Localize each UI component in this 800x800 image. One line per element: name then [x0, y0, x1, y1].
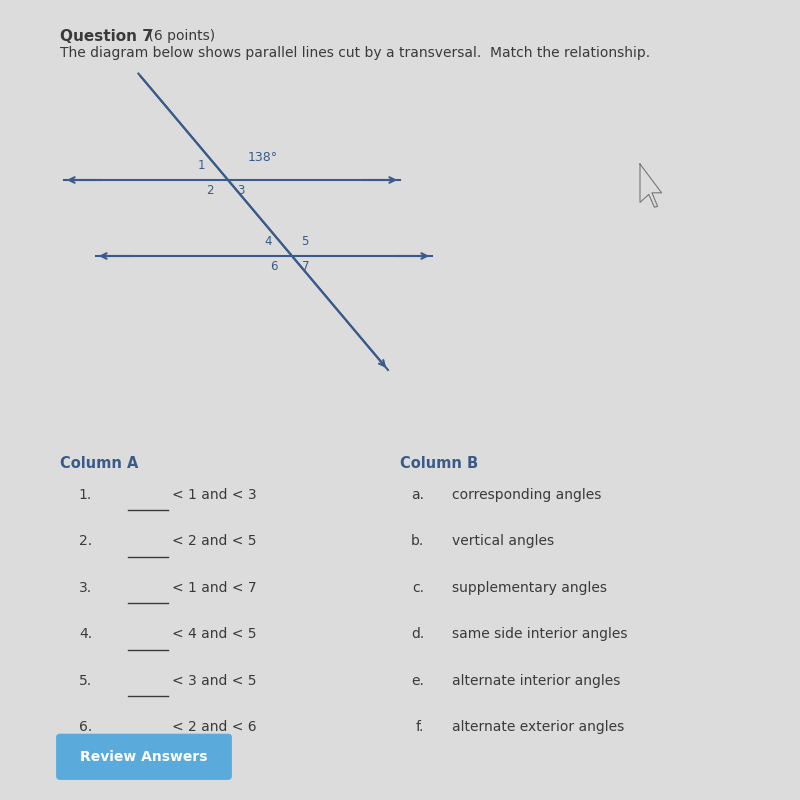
Text: < 1 and < 3: < 1 and < 3 [172, 488, 257, 502]
Text: Column B: Column B [400, 456, 478, 471]
Text: 4: 4 [265, 235, 272, 248]
Text: (6 points): (6 points) [144, 29, 215, 43]
Text: c.: c. [412, 581, 424, 595]
Text: 2: 2 [206, 184, 214, 197]
Text: e.: e. [411, 674, 424, 687]
Text: < 2 and < 6: < 2 and < 6 [172, 720, 257, 734]
Text: 7: 7 [302, 260, 309, 273]
Text: < 2 and < 5: < 2 and < 5 [172, 534, 257, 549]
Text: 6: 6 [270, 260, 278, 273]
Text: Column A: Column A [60, 456, 138, 471]
Text: < 4 and < 5: < 4 and < 5 [172, 627, 257, 642]
Text: < 1 and < 7: < 1 and < 7 [172, 581, 257, 595]
Text: f.: f. [416, 720, 424, 734]
Text: alternate interior angles: alternate interior angles [452, 674, 620, 687]
Text: Question 7: Question 7 [60, 29, 153, 44]
Text: 6.: 6. [78, 720, 92, 734]
Text: 3.: 3. [79, 581, 92, 595]
Text: 3: 3 [238, 184, 245, 197]
Text: b.: b. [410, 534, 424, 549]
Text: Review Answers: Review Answers [80, 750, 208, 764]
Text: 5: 5 [302, 235, 309, 248]
FancyBboxPatch shape [57, 734, 231, 779]
Text: vertical angles: vertical angles [452, 534, 554, 549]
Text: 1.: 1. [78, 488, 92, 502]
Text: same side interior angles: same side interior angles [452, 627, 627, 642]
Text: a.: a. [411, 488, 424, 502]
Text: 5.: 5. [79, 674, 92, 687]
Text: supplementary angles: supplementary angles [452, 581, 607, 595]
Text: 2.: 2. [79, 534, 92, 549]
Text: The diagram below shows parallel lines cut by a transversal.  Match the relation: The diagram below shows parallel lines c… [60, 46, 650, 61]
Text: < 3 and < 5: < 3 and < 5 [172, 674, 257, 687]
Text: 138°: 138° [248, 151, 278, 164]
Text: 1: 1 [198, 159, 206, 172]
Text: 4.: 4. [79, 627, 92, 642]
Text: corresponding angles: corresponding angles [452, 488, 602, 502]
Text: d.: d. [410, 627, 424, 642]
Text: alternate exterior angles: alternate exterior angles [452, 720, 624, 734]
